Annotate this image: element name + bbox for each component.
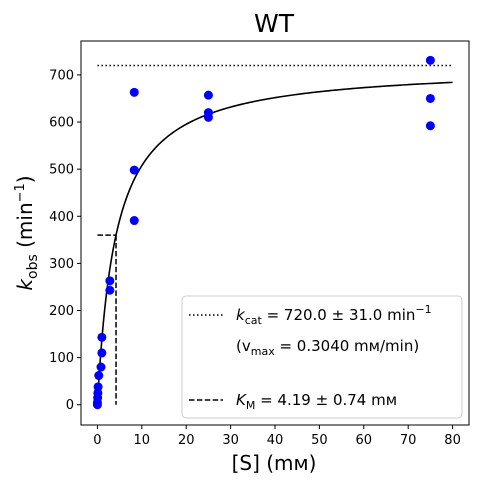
y-axis-title-unit-sup: −1 [13,183,28,202]
legend-kcat-sub: cat [245,314,263,327]
legend-vmax-open: (v [236,337,251,355]
legend: kcat = 720.0 ± 31.0 min−1 (vmax = 0.3040… [181,295,463,419]
data-point [94,371,104,381]
legend-kcat-label: k [236,306,246,324]
y-tick-label: 200 [49,304,74,319]
legend-kcat-entry: kcat = 720.0 ± 31.0 min−1 [236,303,432,327]
x-tick-label: 0 [93,433,101,448]
y-tick-label: 100 [49,351,74,366]
y-tick-label: 400 [49,210,74,225]
x-axis-ticks: 0 10 20 30 40 50 60 70 80 [93,425,461,448]
y-axis-title: kobs (min−1) [13,175,41,290]
data-point [203,108,213,118]
legend-kcat-unit-sup: −1 [415,303,431,316]
y-tick-label: 700 [49,68,74,83]
legend-box [181,295,463,419]
y-axis-title-unit-open: (min [13,202,37,254]
x-tick-label: 40 [267,433,284,448]
data-point [425,93,435,103]
legend-vmax-sub: max [251,345,275,358]
data-point [96,362,106,372]
y-axis-title-sub: obs [25,254,41,279]
data-point [129,165,139,175]
data-point [129,87,139,97]
legend-km-sub: M [246,399,256,412]
legend-km-value: = 4.19 ± 0.74 mм [255,391,397,409]
x-tick-label: 80 [444,433,461,448]
x-tick-label: 30 [222,433,239,448]
data-point [425,121,435,131]
y-axis-title-main: k [13,278,37,291]
y-tick-label: 500 [49,163,74,178]
y-tick-label: 300 [49,257,74,272]
y-axis-ticks: 0 100 200 300 400 500 600 700 [49,68,81,413]
y-axis-title-unit-close: ) [13,175,37,183]
data-point [105,276,115,286]
legend-km-label: K [236,391,247,409]
legend-kcat-value: = 720.0 ± 31.0 min [262,306,416,324]
legend-km-entry: KM = 4.19 ± 0.74 mм [236,391,397,412]
data-point [105,285,115,295]
x-tick-label: 60 [356,433,373,448]
x-tick-label: 70 [400,433,417,448]
data-point [93,382,103,392]
y-tick-label: 0 [66,398,74,413]
y-tick-label: 600 [49,116,74,131]
data-point [97,348,107,358]
data-point [425,55,435,65]
x-tick-label: 20 [178,433,195,448]
legend-vmax-value: = 0.3040 mм/min) [275,337,419,355]
data-point [97,332,107,342]
data-point [129,216,139,226]
chart-title: WT [254,9,295,38]
plot-area [92,55,453,410]
x-tick-label: 50 [311,433,328,448]
x-axis-title: [S] (mм) [232,451,317,475]
x-tick-label: 10 [134,433,151,448]
data-point [203,90,213,100]
legend-vmax-entry: (vmax = 0.3040 mм/min) [236,337,419,358]
